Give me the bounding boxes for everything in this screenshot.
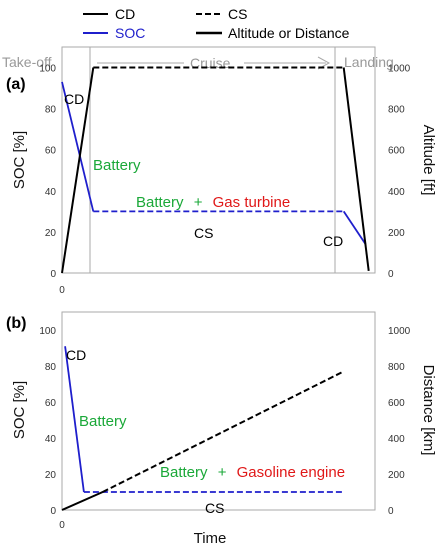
panel-b-soc-line-solid-0 <box>64 346 85 493</box>
panel-a-altitude-distance-line-solid-5 <box>342 67 370 272</box>
annotation-battery-gas-turbine: Battery + Gas turbine <box>136 194 290 211</box>
annotation-battery-gasoline: Battery + Gasoline engine <box>160 464 345 481</box>
annotation-battery-b: Battery <box>79 413 127 430</box>
panel-a-x-tick-0: 0 <box>59 285 65 296</box>
panel-a-y-tick-80: 80 <box>45 105 57 116</box>
panel-b-series <box>61 346 345 511</box>
panel-b-y-tick-60: 60 <box>45 398 57 409</box>
legend-cd-label: CD <box>115 6 135 22</box>
legend-soc-label: SOC <box>115 25 145 41</box>
panel-a-frame <box>61 46 376 274</box>
panel-a-series <box>61 66 370 274</box>
panel-a-y2-tick-0: 0 <box>388 269 394 280</box>
annotation-battery: Battery <box>93 157 141 174</box>
panel-a-y2label: Altitude [ft] <box>420 125 435 196</box>
annotation-plus: + <box>194 194 203 211</box>
annotation-cd-takeoff: CD <box>64 91 84 107</box>
panel-a-y-tick-60: 60 <box>45 146 57 157</box>
phase-cruise: Cruise <box>190 55 231 71</box>
legend-alt-label: Altitude or Distance <box>228 25 350 41</box>
panel-b: (b) SOC [%] Distance [km] 0 Time 0 20 40 60… <box>6 311 435 547</box>
panel-b-y2-tick-200: 200 <box>388 470 405 481</box>
panel-a-soc-line-solid-2 <box>342 210 367 245</box>
annotation-plus-b: + <box>218 464 227 481</box>
legend: CD CS SOC Altitude or Distance <box>83 6 350 41</box>
annotation-battery-b-2: Battery <box>160 464 208 481</box>
annotation-cd-landing: CD <box>323 233 343 249</box>
panel-a-y2-tick-400: 400 <box>388 187 405 198</box>
phase-landing: Landing <box>344 54 394 70</box>
panel-a-y-ticks: 0 20 40 60 80 100 <box>39 64 56 280</box>
annotation-cs-b: CS <box>205 500 224 516</box>
panel-a-y2-tick-600: 600 <box>388 146 405 157</box>
panel-a-y2-tick-1000: 1000 <box>388 64 411 75</box>
panel-b-y2-tick-800: 800 <box>388 362 405 373</box>
panel-b-y-tick-20: 20 <box>45 470 57 481</box>
panel-b-y2-ticks: 0 200 400 600 800 1000 <box>388 326 411 517</box>
panel-b-ylabel: SOC [%] <box>11 381 28 439</box>
panel-a-y-tick-20: 20 <box>45 228 57 239</box>
annotation-cs: CS <box>194 225 213 241</box>
panel-b-y2-tick-1000: 1000 <box>388 326 411 337</box>
panel-b-x-tick-0: 0 <box>59 520 65 531</box>
annotation-gas-turbine: Gas turbine <box>213 194 291 211</box>
panel-a-ylabel: SOC [%] <box>11 131 28 189</box>
panel-a-altitude-distance-line-solid-3 <box>61 67 95 274</box>
annotation-cd: CD <box>66 347 86 363</box>
annotation-gasoline-engine: Gasoline engine <box>237 464 345 481</box>
panel-a-y-tick-0: 0 <box>50 269 56 280</box>
panel-a-y2-ticks: 0 200 400 600 800 1000 <box>388 64 411 280</box>
panel-a-y-tick-40: 40 <box>45 187 57 198</box>
panel-b-y-tick-80: 80 <box>45 362 57 373</box>
phase-takeoff: Take-off <box>2 54 52 70</box>
phase-header: Take-off Cruise Landing <box>2 54 394 71</box>
panel-b-y-ticks: 0 20 40 60 80 100 <box>39 326 56 517</box>
panel-b-altitude-distance-line-solid-2 <box>61 491 104 511</box>
panel-b-y2label: Distance [km] <box>420 365 435 456</box>
legend-cs-label: CS <box>228 6 247 22</box>
panel-b-label: (b) <box>6 315 26 332</box>
panel-b-xlabel: Time <box>194 530 227 547</box>
panel-a-y2-tick-800: 800 <box>388 105 405 116</box>
panel-b-y2-tick-0: 0 <box>388 506 394 517</box>
panel-a-soc-line-solid-0 <box>61 81 95 212</box>
panel-a: (a) SOC [%] Altitude [ft] 0 0 20 40 60 80 100… <box>6 46 435 296</box>
panel-b-y-tick-40: 40 <box>45 434 57 445</box>
panel-a-y-tick-100: 100 <box>39 64 56 75</box>
panel-a-label: (a) <box>6 76 26 93</box>
panel-b-y2-tick-400: 400 <box>388 434 405 445</box>
panel-b-frame <box>61 311 376 511</box>
panel-a-y2-tick-200: 200 <box>388 228 405 239</box>
panel-b-y-tick-0: 0 <box>50 506 56 517</box>
panel-b-y-tick-100: 100 <box>39 326 56 337</box>
annotation-battery-2: Battery <box>136 194 184 211</box>
panel-b-y2-tick-600: 600 <box>388 398 405 409</box>
